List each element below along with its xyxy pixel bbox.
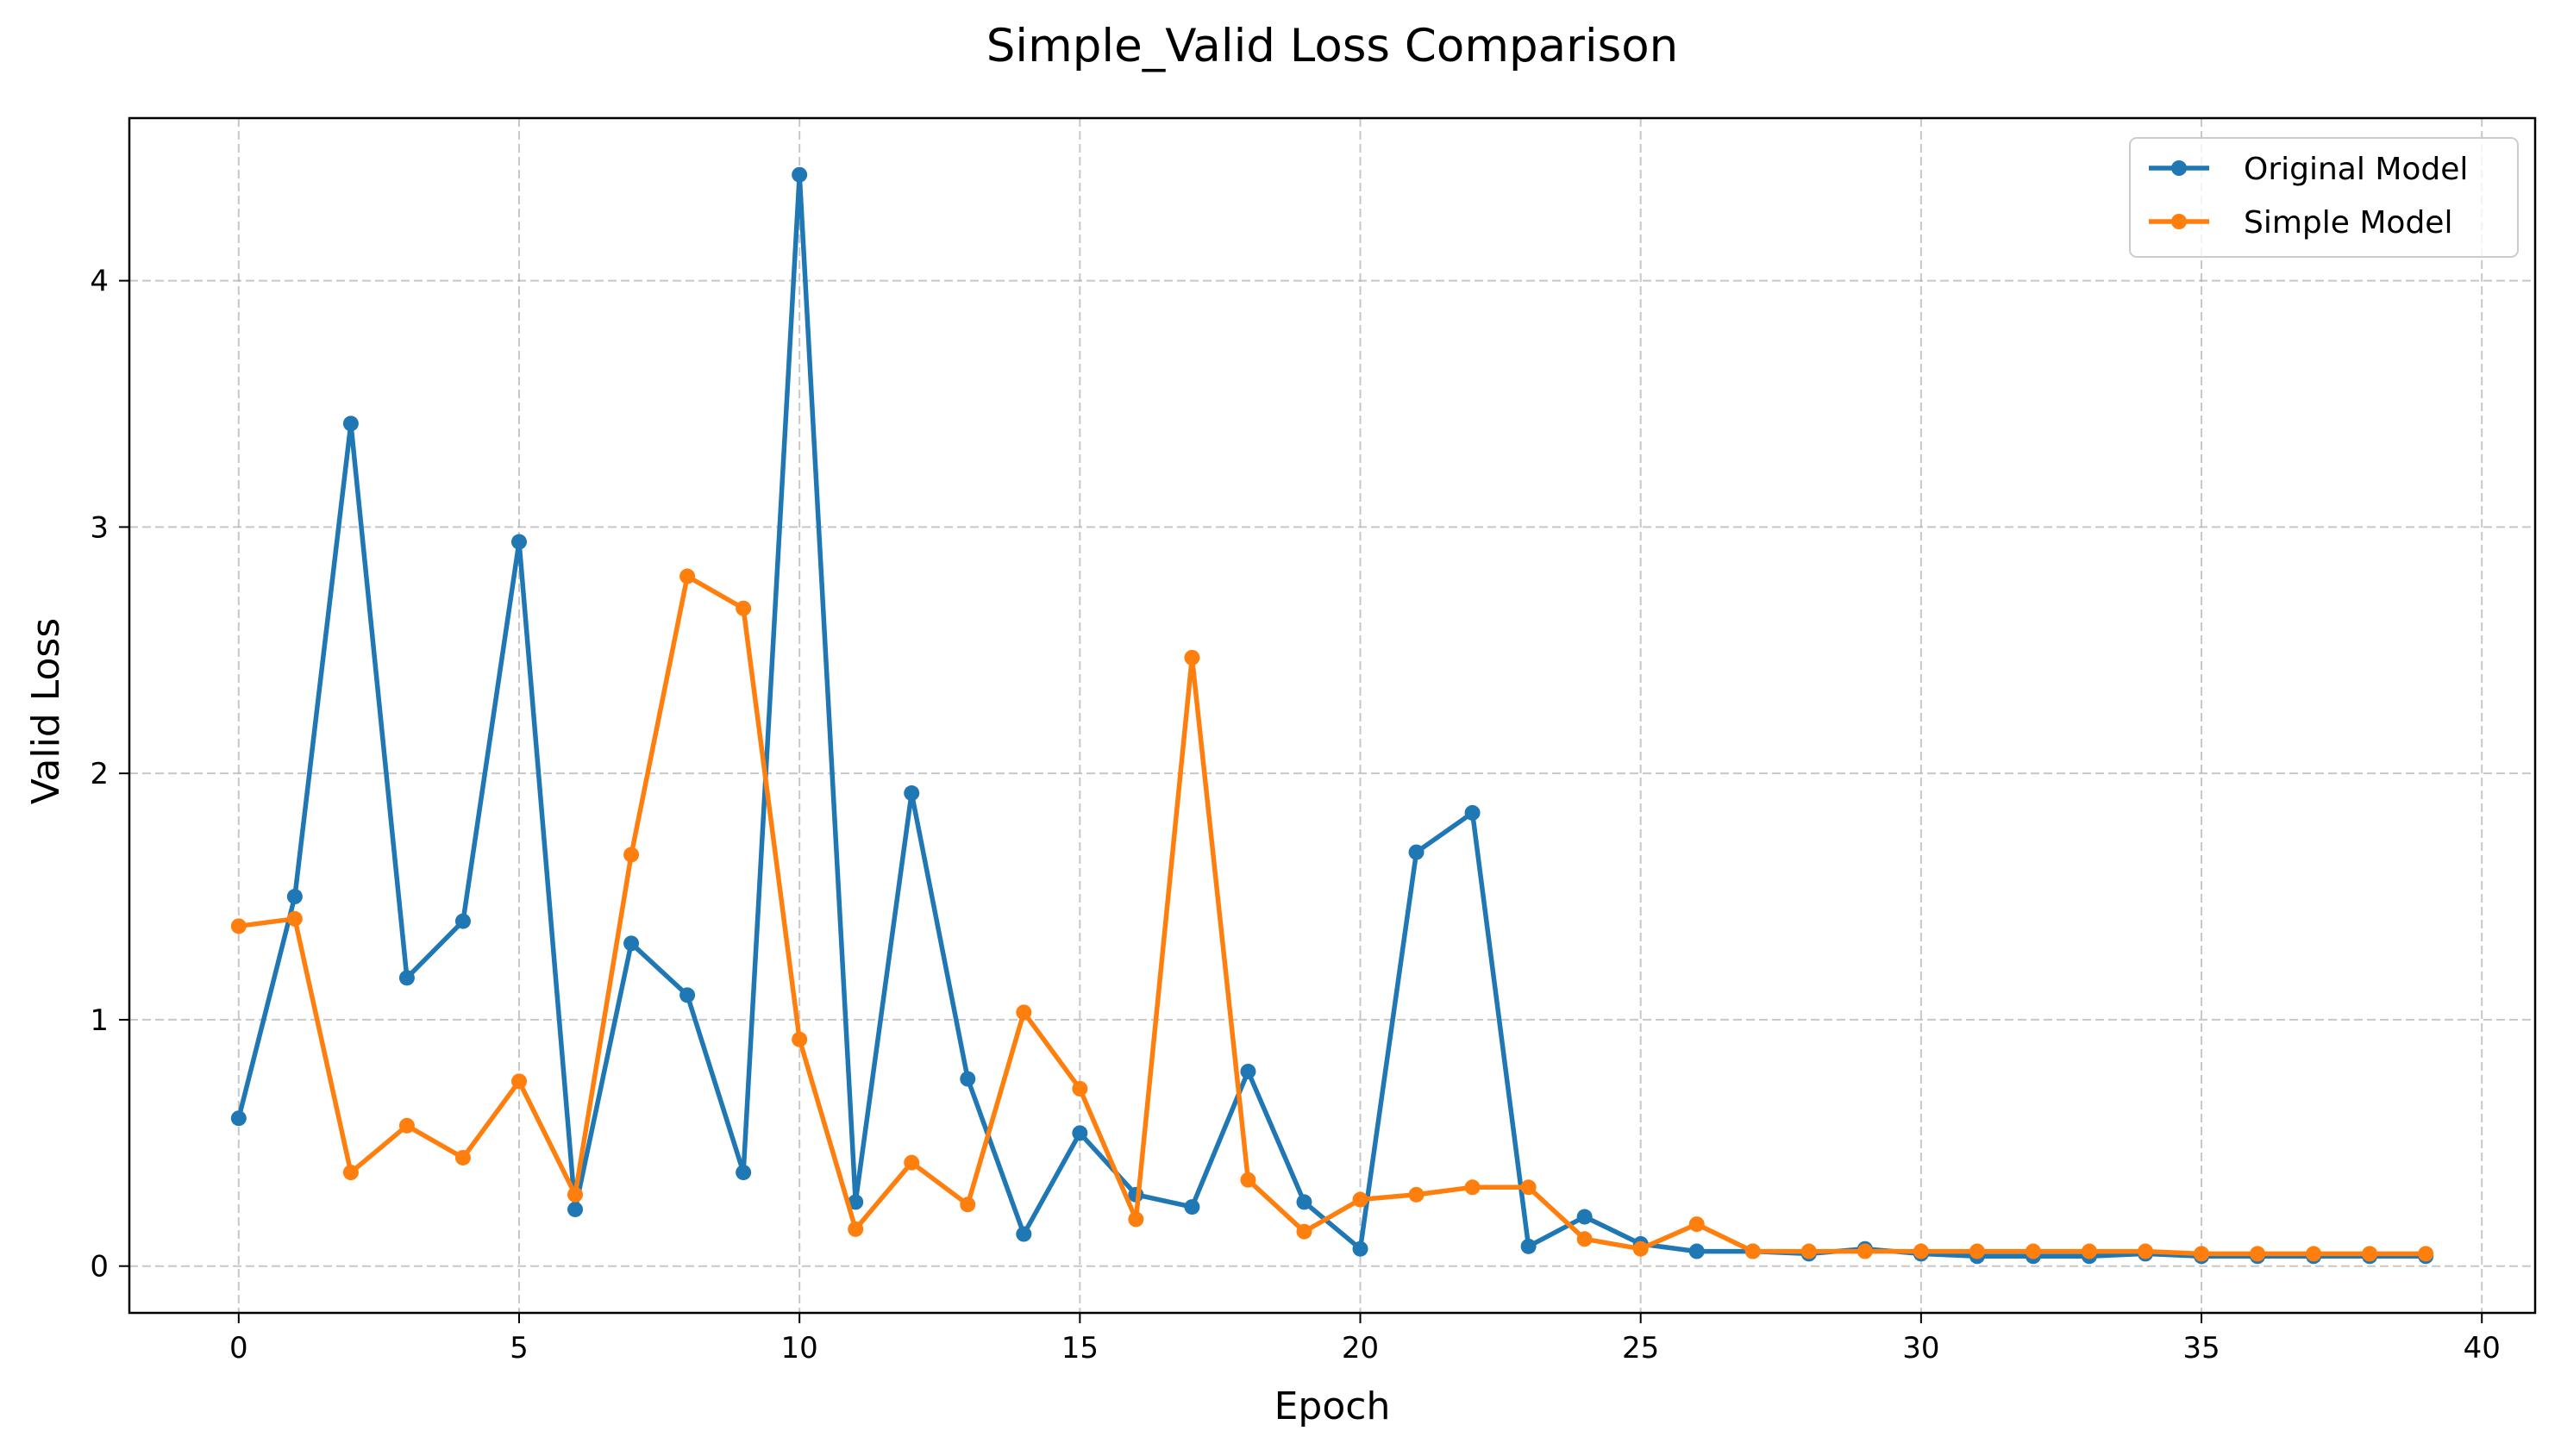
x-tick-label: 10: [781, 1331, 818, 1365]
simple-model-point: [2418, 1246, 2434, 1262]
legend-original-model-marker: [2171, 160, 2187, 176]
original-model-point: [567, 1201, 584, 1217]
original-model-point: [1464, 804, 1481, 821]
simple-model-point: [1913, 1243, 1929, 1259]
simple-model-point: [2025, 1243, 2041, 1259]
simple-model-point: [2138, 1243, 2154, 1259]
simple-model-point: [1688, 1216, 1705, 1233]
simple-model-point: [1969, 1243, 1985, 1259]
original-model-point: [904, 785, 920, 802]
original-model-point: [960, 1071, 976, 1087]
simple-model-point: [1520, 1179, 1537, 1196]
simple-model-point: [1744, 1243, 1761, 1259]
grid-lines: [129, 118, 2535, 1313]
simple-model-point: [2194, 1246, 2210, 1262]
original-model-point: [1408, 844, 1425, 860]
simple-model-point: [1408, 1186, 1425, 1203]
simple-model-point: [1576, 1231, 1593, 1247]
original-model-point: [1520, 1238, 1537, 1254]
simple-model-point: [2250, 1246, 2266, 1262]
simple-model-point: [736, 600, 752, 616]
original-model-point: [1072, 1125, 1088, 1141]
original-model-point: [1016, 1226, 1032, 1242]
simple-model-point: [679, 568, 696, 584]
simple-model-point: [1016, 1004, 1032, 1021]
y-tick-label: 2: [90, 757, 109, 791]
original-model-point: [1240, 1063, 1256, 1079]
simple-model-point: [1352, 1191, 1368, 1208]
legend-original-model-label: Original Model: [2244, 152, 2468, 187]
simple-model-point: [1128, 1211, 1144, 1228]
simple-model-point: [1296, 1223, 1312, 1240]
y-tick-label: 0: [90, 1250, 109, 1284]
y-tick-label: 1: [90, 1003, 109, 1038]
legend-simple-model-marker: [2171, 214, 2187, 229]
simple-model-point: [230, 918, 247, 934]
simple-model-point: [1184, 649, 1200, 666]
original-model-point: [1688, 1243, 1705, 1259]
simple-model-point: [1240, 1172, 1256, 1188]
simple-model-point: [904, 1154, 920, 1171]
simple-model-point: [1857, 1243, 1873, 1259]
original-model-point: [792, 166, 808, 183]
x-tick-label: 20: [1342, 1331, 1379, 1365]
x-tick-label: 30: [1902, 1331, 1939, 1365]
x-axis-label: Epoch: [1274, 1384, 1391, 1428]
simple-model-point: [848, 1221, 864, 1237]
simple-model-point: [342, 1165, 359, 1181]
original-model-point: [286, 889, 303, 905]
original-model-point: [679, 987, 696, 1003]
simple-model-point: [1632, 1240, 1649, 1257]
legend: Original Model Simple Model: [2129, 137, 2519, 258]
simple-model-point: [623, 847, 640, 863]
original-model-point: [454, 913, 471, 929]
original-model-point: [623, 935, 640, 952]
original-model-point: [230, 1110, 247, 1127]
original-model-point: [736, 1165, 752, 1181]
simple-model-point: [567, 1186, 584, 1203]
chart-title: Simple_Valid Loss Comparison: [986, 20, 1678, 72]
simple-model-point: [1800, 1243, 1817, 1259]
original-model-line: [236, 172, 2428, 1259]
simple-model-point: [1072, 1080, 1088, 1097]
x-tick-label: 25: [1622, 1331, 1659, 1365]
simple-model-point: [398, 1117, 415, 1134]
y-tick-label: 3: [90, 510, 109, 545]
original-model-point: [1576, 1209, 1593, 1225]
x-tick-label: 35: [2182, 1331, 2220, 1365]
simple-model-point: [454, 1149, 471, 1165]
original-model-point: [1296, 1194, 1312, 1210]
original-model-point: [848, 1194, 864, 1210]
x-tick-label: 5: [510, 1331, 529, 1365]
axis-ticks: 0 5 10 15 20 25 30 35 40 0 1 2 3 4: [90, 265, 2500, 1365]
original-model-point: [1352, 1240, 1368, 1257]
simple-model-point: [960, 1197, 976, 1213]
original-model-point: [398, 970, 415, 986]
legend-box: [2129, 137, 2519, 258]
simple-model-point: [2306, 1246, 2322, 1262]
simple-model-point: [510, 1073, 527, 1090]
simple-model-point: [2362, 1246, 2378, 1262]
x-tick-label: 40: [2464, 1331, 2501, 1365]
simple-model-point: [792, 1031, 808, 1047]
data-series: [230, 166, 2434, 1265]
x-tick-label: 0: [229, 1331, 248, 1365]
simple-model-point: [286, 910, 303, 927]
original-model-point: [342, 416, 359, 432]
original-model-point: [510, 534, 527, 550]
legend-simple-model-label: Simple Model: [2244, 205, 2452, 241]
y-tick-label: 4: [90, 265, 109, 299]
simple-model-point: [2081, 1243, 2097, 1259]
simple-model-line: [236, 573, 2428, 1257]
simple-model-point: [1464, 1179, 1481, 1196]
y-axis-label: Valid Loss: [24, 618, 68, 805]
x-tick-label: 15: [1061, 1331, 1099, 1365]
original-model-point: [1184, 1199, 1200, 1215]
plot-area-frame: [128, 116, 2537, 1315]
